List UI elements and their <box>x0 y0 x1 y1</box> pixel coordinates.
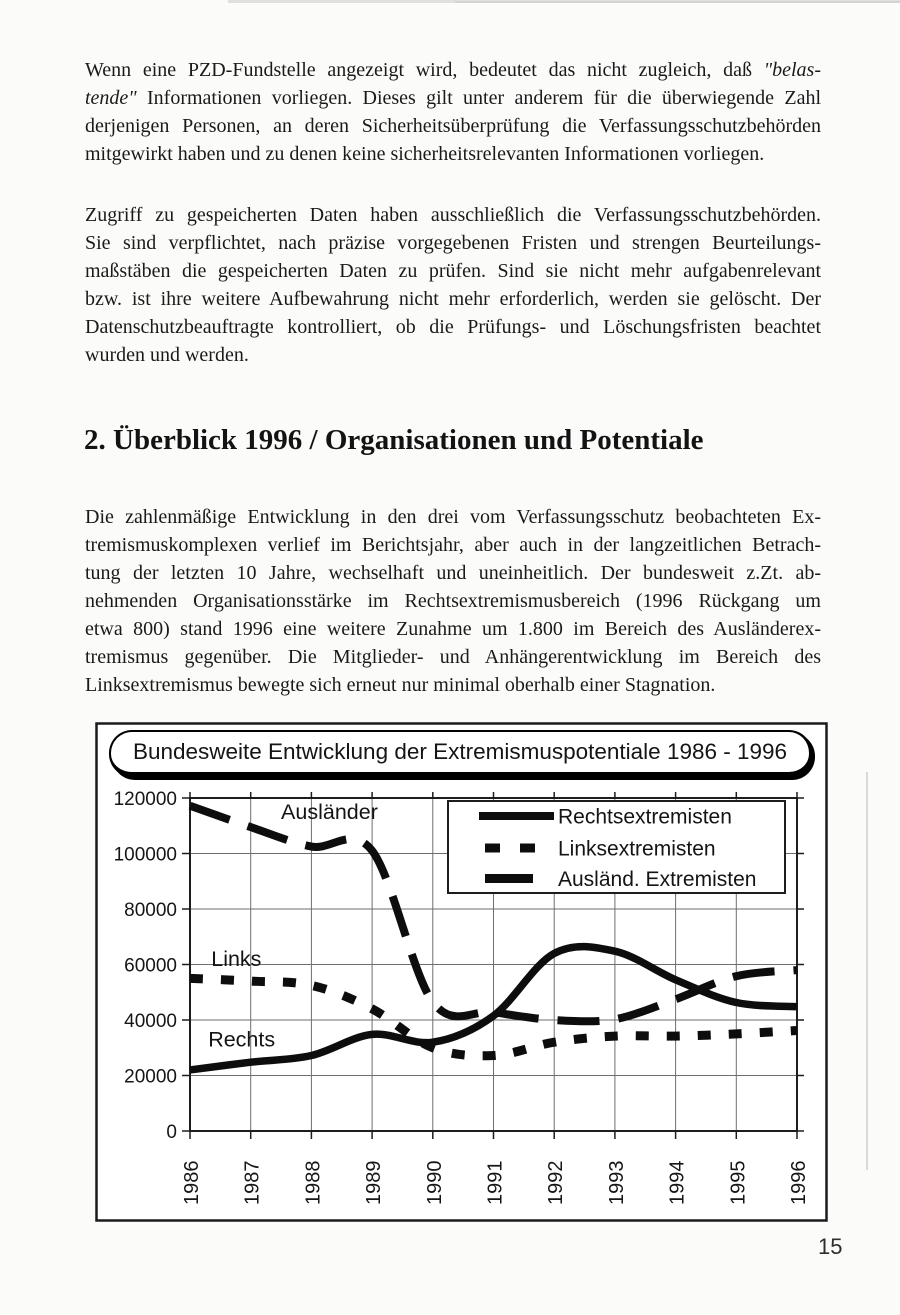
y-tick-label: 20000 <box>124 1067 177 1088</box>
text-line: tremismuskomplexen verlief im Berichtsja… <box>85 534 821 556</box>
x-tick-label: 1993 <box>606 1161 628 1206</box>
x-tick-label: 1994 <box>667 1161 689 1206</box>
y-tick-label: 0 <box>166 1122 177 1143</box>
series-line-0 <box>189 942 798 1074</box>
x-tick-label: 1986 <box>181 1161 203 1206</box>
text-line: mitgewirkt haben und zu denen keine sich… <box>85 143 765 165</box>
text-line: nehmenden Organisationsstärke im Rechtse… <box>85 590 821 612</box>
x-tick-label: 1989 <box>363 1161 385 1206</box>
paragraph-2: Zugriff zu gespeicherten Daten haben aus… <box>85 201 821 369</box>
text-line: Wenn eine PZD-Fundstelle angezeigt wird,… <box>85 59 821 81</box>
x-tick-label: 1991 <box>485 1161 507 1206</box>
y-tick-label: 120000 <box>114 789 177 810</box>
text-line: Zugriff zu gespeicherten Daten haben aus… <box>85 204 821 226</box>
y-tick-label: 40000 <box>124 1011 177 1032</box>
scan-artifact-right-line <box>866 772 868 1170</box>
text-line: Die zahlenmäßige Entwicklung in den drei… <box>85 506 821 528</box>
x-tick-label: 1987 <box>242 1161 264 1206</box>
x-tick-label: 1988 <box>302 1161 324 1206</box>
chart-title-box: Bundesweite Entwicklung der Extremismusp… <box>109 730 812 777</box>
page-number: 15 <box>818 1234 843 1259</box>
legend-label-0: Rechtsextremisten <box>558 806 732 829</box>
text-line: maßstäben die gespeicherten Daten zu prü… <box>85 260 821 282</box>
legend-label-2: Ausländ. Extremisten <box>558 868 756 891</box>
legend-label-1: Linksextremisten <box>558 838 716 861</box>
x-tick-label: 1996 <box>788 1161 810 1206</box>
y-tick-label: 100000 <box>114 845 177 866</box>
x-tick-label: 1990 <box>424 1161 446 1206</box>
chart-title: Bundesweite Entwicklung der Extremismusp… <box>132 739 788 764</box>
text-line: etwa 800) stand 1996 eine weitere Zunahm… <box>85 618 821 640</box>
chart: 0 20000 40000 60000 80000 100000 120000 1986 198… <box>95 722 828 1222</box>
y-axis-labels: 0 20000 40000 60000 80000 100000 120000 <box>114 789 177 1143</box>
paragraph-1: Wenn eine PZD-Fundstelle angezeigt wird,… <box>85 56 821 168</box>
text-line: tende" Informationen vorliegen. Dieses g… <box>85 87 821 109</box>
annotation-label: Rechts <box>208 1027 275 1051</box>
text-line: derjenigen Personen, an deren Sicherheit… <box>85 115 821 137</box>
figure-border <box>95 722 828 1222</box>
text-line: wurden und werden. <box>85 344 249 366</box>
x-axis-labels: 1986 1987 1988 1989 1990 1991 1992 1993 1994 1995… <box>181 1161 810 1206</box>
text-line: tung der letzten 10 Jahre, wechselhaft u… <box>85 562 821 584</box>
series-line-1 <box>189 973 798 1061</box>
scan-artifact-top-line-2 <box>455 1 900 3</box>
y-tick-label: 80000 <box>124 900 177 921</box>
annotation-label: Links <box>211 947 261 971</box>
text-line: tremismus gegenüber. Die Mitglieder- und… <box>85 646 821 668</box>
legend: Rechtsextremisten Linksextremisten Ausländ… <box>447 800 786 894</box>
text-line: Datenschutzbeauftragte kontrolliert, ob … <box>85 316 821 338</box>
section-heading: 2. Überblick 1996 / Organisationen und P… <box>84 424 704 456</box>
axis-ticks <box>182 792 804 1139</box>
paragraph-3: Die zahlenmäßige Entwicklung in den drei… <box>85 503 821 699</box>
x-tick-label: 1995 <box>727 1161 749 1206</box>
text-line: bzw. ist ihre weitere Aufbewahrung nicht… <box>85 288 821 310</box>
annotation-label: Ausländer <box>281 800 378 824</box>
text-line: Sie sind verpflichtet, nach präzise vorg… <box>85 232 821 254</box>
series-line-2 <box>188 801 798 1026</box>
x-tick-label: 1992 <box>545 1161 567 1206</box>
text-line: Linksextremismus bewegte sich erneut nur… <box>85 674 716 696</box>
y-tick-label: 60000 <box>124 956 177 977</box>
annotations: Ausländer Links Rechts <box>208 800 378 1052</box>
